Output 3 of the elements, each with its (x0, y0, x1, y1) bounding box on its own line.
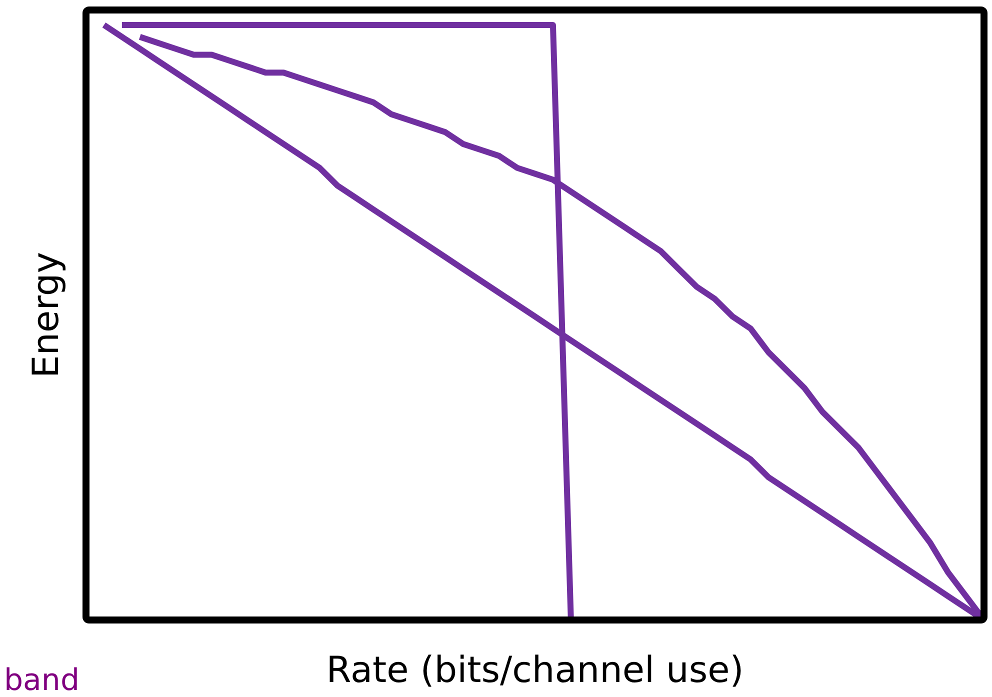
y-axis-title: Energy (26, 252, 67, 378)
text: band (4, 663, 80, 697)
x-axis-title: Rate (bits/channel use) (326, 650, 744, 691)
